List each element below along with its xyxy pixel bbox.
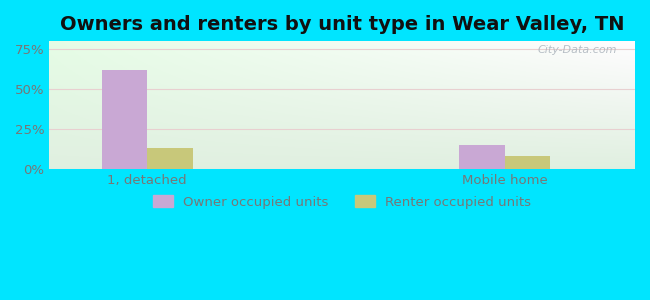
Text: City-Data.com: City-Data.com <box>538 45 617 55</box>
Title: Owners and renters by unit type in Wear Valley, TN: Owners and renters by unit type in Wear … <box>60 15 625 34</box>
Bar <box>147 148 192 169</box>
Bar <box>505 156 551 169</box>
Legend: Owner occupied units, Renter occupied units: Owner occupied units, Renter occupied un… <box>148 190 537 214</box>
Bar <box>101 70 147 169</box>
Bar <box>460 145 505 169</box>
